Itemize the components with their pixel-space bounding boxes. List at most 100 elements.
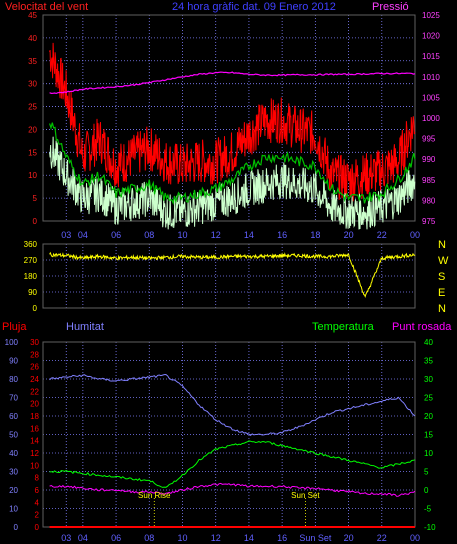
humidity-tick-label: 100	[5, 338, 19, 347]
dir-tick-label: 90	[28, 288, 37, 297]
rain-tick-label: 12	[30, 449, 39, 458]
right-label: Pressió	[372, 1, 409, 13]
temp-tick-label: 10	[424, 449, 433, 458]
rain-tick-label: 8	[35, 474, 40, 483]
temp-tick-label: 30	[424, 375, 433, 384]
temp-tick-label: 5	[424, 468, 429, 477]
humidity-tick-label: 30	[9, 468, 18, 477]
x-tick-label: 00	[410, 230, 420, 240]
y2-tick-label: 1005	[422, 93, 440, 102]
x-tick-label: 20	[344, 230, 354, 240]
x-tick-label: 22	[377, 533, 387, 543]
humidity-tick-label: 80	[9, 375, 18, 384]
x-tick-label: 20	[344, 533, 354, 543]
direction-series-line	[49, 251, 416, 298]
y-tick-label: 10	[28, 171, 37, 180]
rain-tick-label: 18	[30, 412, 39, 421]
dir-tick-label: 0	[33, 304, 38, 313]
dewpoint-series-line	[49, 482, 416, 497]
y2-tick-label: 1000	[422, 114, 440, 123]
y-tick-label: 0	[33, 217, 38, 226]
y-tick-label: 5	[33, 194, 38, 203]
humidity-label: Humitat	[66, 321, 104, 333]
rain-tick-label: 26	[30, 363, 39, 372]
rain-tick-label: 10	[30, 461, 39, 470]
rain-label: Pluja	[2, 321, 27, 333]
temp-tick-label: 0	[424, 486, 429, 495]
y2-tick-label: 1020	[422, 32, 440, 41]
wind-panel-frame	[42, 14, 416, 222]
rain-tick-label: 14	[30, 437, 39, 446]
gust-series-line	[49, 42, 416, 202]
compass-label: N	[438, 303, 446, 315]
compass-label-top: N	[438, 239, 446, 251]
wind-pressure-panel: 0510152025303540459759809859909951000100…	[28, 11, 440, 240]
x-tick-label: 16	[277, 230, 287, 240]
rain-tick-label: 16	[30, 424, 39, 433]
x-tick-label: 12	[211, 230, 221, 240]
average-series-line	[49, 122, 416, 205]
y2-tick-label: 1010	[422, 73, 440, 82]
temp-tick-label: -5	[424, 505, 432, 514]
rain-tick-label: 0	[35, 523, 40, 532]
humidity-tick-label: 60	[9, 412, 18, 421]
x-tick-label: 16	[277, 533, 287, 543]
temp-tick-label: 35	[424, 357, 433, 366]
sun-marker-label: Sun Set	[291, 491, 320, 500]
x-tick-label: 04	[78, 230, 88, 240]
temp-tick-label: 15	[424, 431, 433, 440]
x-tick-label: 08	[144, 533, 154, 543]
rain-tick-label: 6	[35, 486, 40, 495]
x-tick-label: 00	[410, 533, 420, 543]
rain-tick-label: 28	[30, 350, 39, 359]
dir-tick-label: 180	[24, 272, 38, 281]
humidity-temperature-panel: Pluja Humitat Temperatura Punt rosada010203…	[2, 321, 452, 543]
compass-label: S	[438, 271, 445, 283]
x-tick-label: 14	[244, 230, 254, 240]
humidity-tick-label: 0	[14, 523, 19, 532]
y-tick-label: 40	[28, 34, 37, 43]
sun-marker-label: Sun Rise	[138, 491, 171, 500]
y2-tick-label: 1015	[422, 52, 440, 61]
x-tick-label: 18	[310, 230, 320, 240]
humidity-tick-label: 20	[9, 486, 18, 495]
humidity-tick-label: 90	[9, 357, 18, 366]
y2-tick-label: 980	[422, 196, 436, 205]
dir-tick-label: 360	[24, 240, 38, 249]
x-tick-label: 06	[111, 533, 121, 543]
x-tick-label: 10	[177, 533, 187, 543]
x-tick-label: 08	[144, 230, 154, 240]
humidity-tick-label: 10	[9, 505, 18, 514]
x-tick-label: 10	[177, 230, 187, 240]
y-tick-label: 15	[28, 148, 37, 157]
humidity-tick-label: 70	[9, 394, 18, 403]
compass-label: W	[438, 255, 449, 267]
temp-tick-label: 20	[424, 412, 433, 421]
y2-tick-label: 995	[422, 135, 436, 144]
y2-tick-label: 975	[422, 217, 436, 226]
y-tick-label: 20	[28, 125, 37, 134]
y-tick-label: 35	[28, 57, 37, 66]
rain-tick-label: 20	[30, 400, 39, 409]
x-tick-label: Sun Set	[299, 533, 332, 543]
temp-tick-label: -10	[424, 523, 436, 532]
pressure-series-line	[49, 71, 416, 95]
compass-label: E	[438, 287, 445, 299]
humidity-tick-label: 50	[9, 431, 18, 440]
dir-tick-label: 270	[24, 256, 38, 265]
x-tick-label: 03	[61, 533, 71, 543]
x-tick-label: 22	[377, 230, 387, 240]
humidity-tick-label: 40	[9, 449, 18, 458]
y-tick-label: 25	[28, 103, 37, 112]
temperature-series-line	[49, 440, 416, 488]
y2-tick-label: 1025	[422, 11, 440, 20]
x-tick-label: 03	[61, 230, 71, 240]
chart-title: 24 hora gràfic dat. 09 Enero 2012	[172, 1, 336, 13]
humidity-series-line	[49, 373, 416, 437]
y-tick-label: 45	[28, 11, 37, 20]
x-tick-label: 04	[78, 533, 88, 543]
dewpoint-label: Punt rosada	[392, 321, 452, 333]
x-tick-label: 12	[211, 533, 221, 543]
